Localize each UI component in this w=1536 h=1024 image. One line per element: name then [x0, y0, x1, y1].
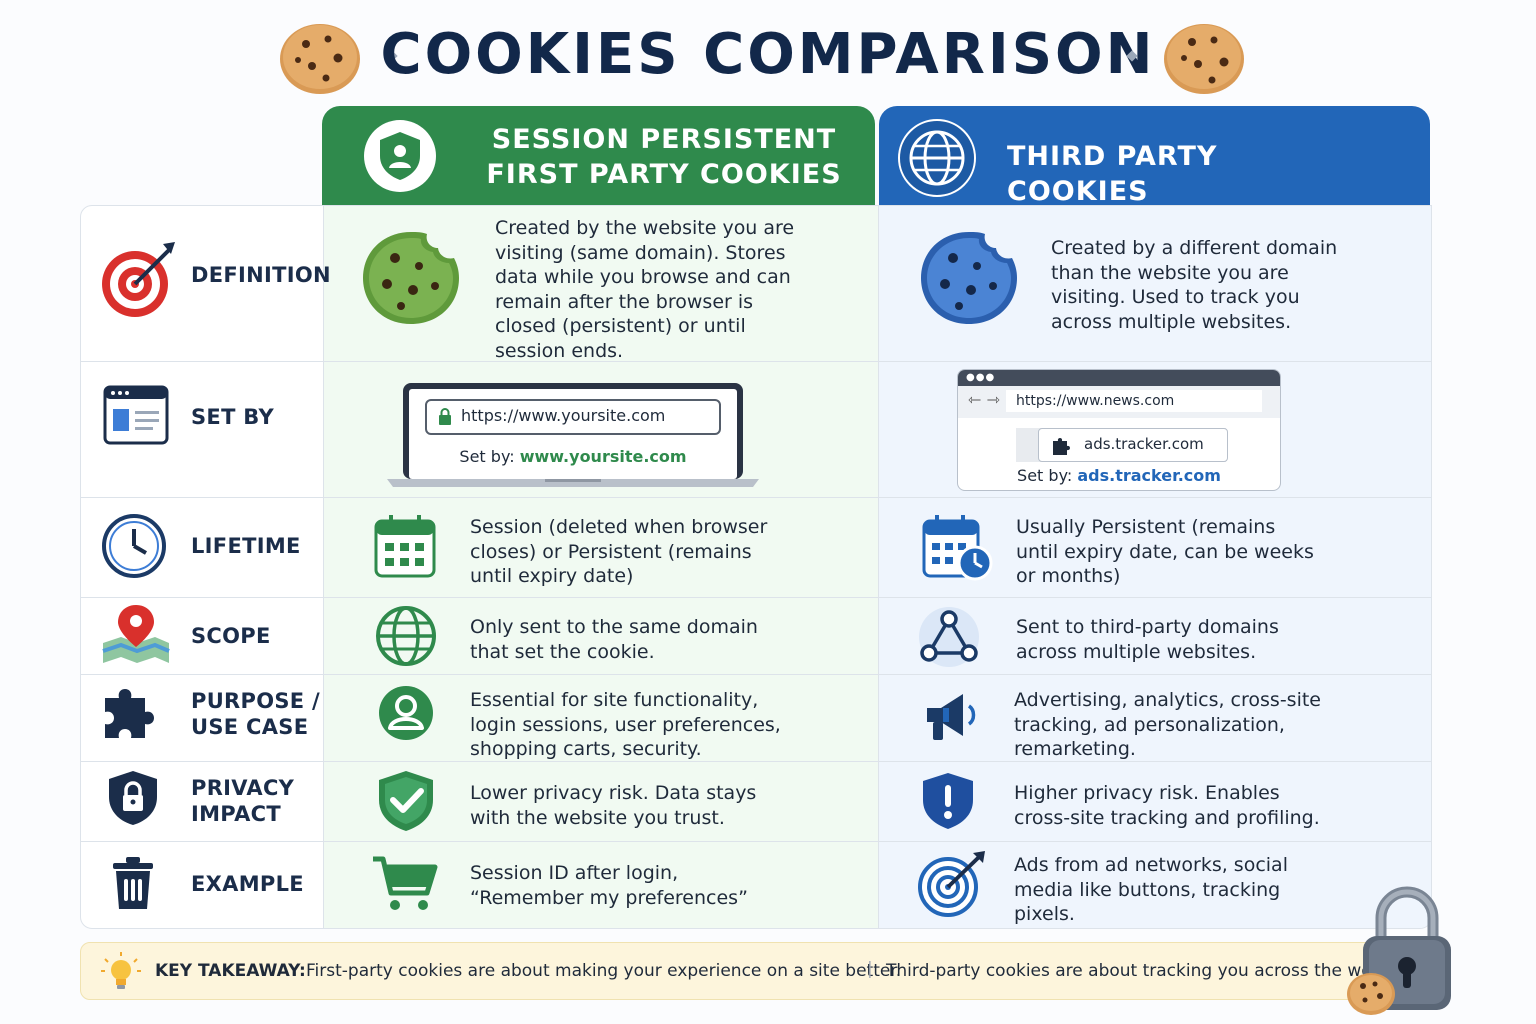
- lock-icon: [439, 408, 451, 425]
- address-url: https://www.news.com: [1006, 390, 1262, 412]
- category-label: SCOPE: [191, 624, 271, 648]
- address-url: https://www.yoursite.com: [461, 406, 666, 425]
- back-forward-icon: ⇽ ⇾: [968, 390, 1000, 409]
- scope-third-party: Sent to third-party domains across multi…: [1016, 616, 1279, 663]
- target-icon: [102, 242, 175, 317]
- window-dots: ●●●: [966, 372, 996, 383]
- table-row-definition: DEFINITION Created by the website you ar…: [81, 206, 1431, 362]
- green-cookie-icon: [363, 232, 459, 324]
- category-label: PRIVACY IMPACT: [191, 776, 295, 826]
- megaphone-icon: [927, 694, 976, 740]
- calendar-clock-icon: [922, 515, 993, 581]
- row-divider: [81, 361, 1431, 362]
- cookie-icon: [280, 24, 360, 94]
- browser-mockup: ●●● ⇽ ⇾ https://www.news.com ads.tracker…: [957, 369, 1281, 491]
- embedded-tracker-frame: [1038, 428, 1228, 462]
- column-title-third-party: THIRD PARTY COOKIES: [1007, 141, 1218, 207]
- lightbulb-icon: [101, 952, 141, 989]
- title-row: COOKIES COMPARISON: [0, 0, 1536, 104]
- shield-user-icon: [364, 120, 436, 192]
- purpose-first-party: Essential for site functionality, login …: [470, 689, 781, 760]
- globe-icon: [376, 606, 436, 666]
- shield-check-icon: [379, 771, 433, 831]
- address-bar: [425, 399, 721, 435]
- category-label: DEFINITION: [191, 263, 331, 287]
- network-icon: [919, 607, 979, 667]
- category-label: PURPOSE / USE CASE: [191, 689, 321, 739]
- puzzle-icon: [105, 689, 154, 738]
- key-takeaway-banner: KEY TAKEAWAY: First-party cookies are ab…: [80, 942, 1432, 1000]
- lifetime-first-party: Session (deleted when browser closes) or…: [470, 516, 768, 587]
- purpose-third-party: Advertising, analytics, cross-site track…: [1014, 689, 1321, 760]
- takeaway-label: KEY TAKEAWAY:: [155, 961, 306, 981]
- padlock-cookie-icon: [1347, 886, 1451, 1015]
- laptop-mockup: https://www.yoursite.com Set by: www.you…: [385, 381, 761, 487]
- set-by-line: Set by: ads.tracker.com: [958, 466, 1280, 485]
- table-row-purpose: PURPOSE / USE CASE Essential for site fu…: [81, 674, 1431, 761]
- example-first-party: Session ID after login, “Remember my pre…: [470, 862, 748, 909]
- comparison-table: DEFINITION Created by the website you ar…: [80, 205, 1432, 929]
- clock-icon: [102, 514, 166, 578]
- column-title-first-party: SESSION PERSISTENT FIRST PARTY COOKIES: [474, 122, 854, 192]
- trash-icon: [113, 857, 153, 909]
- example-third-party: Ads from ad networks, social media like …: [1014, 854, 1288, 925]
- map-pin-icon: [102, 605, 170, 663]
- table-row-example: EXAMPLE Session ID after login, “Remembe…: [81, 841, 1431, 928]
- table-row-privacy-impact: PRIVACY IMPACT Lower privacy risk. Data …: [81, 761, 1431, 841]
- column-title-line: SESSION PERSISTENT FIRST PARTY COOKIES: [486, 124, 842, 190]
- row-divider: [81, 674, 1431, 675]
- row-divider: [81, 761, 1431, 762]
- takeaway-first-party: First-party cookies are about making you…: [306, 961, 902, 981]
- privacy-first-party: Lower privacy risk. Data stays with the …: [470, 782, 757, 829]
- browser-titlebar: [958, 370, 1280, 386]
- table-row-lifetime: LIFETIME Session (deleted when browser c…: [81, 497, 1431, 597]
- table-row-scope: SCOPE Only sent to the same domain that …: [81, 597, 1431, 674]
- cart-icon: [373, 856, 438, 910]
- set-by-label: Set by:: [459, 447, 515, 466]
- browser-window-icon: [103, 385, 169, 445]
- column-header-third-party: THIRD PARTY COOKIES: [879, 106, 1430, 207]
- row-divider: [81, 597, 1431, 598]
- set-by-domain: www.yoursite.com: [519, 447, 687, 466]
- globe-icon: [898, 119, 976, 197]
- blue-cookie-icon: [921, 232, 1017, 324]
- table-row-set-by: SET BY https://www.yoursite.com Set by: …: [81, 361, 1431, 497]
- page-title: COOKIES COMPARISON: [380, 22, 1156, 87]
- shield-lock-icon: [109, 771, 157, 825]
- cookie-icon: [1164, 24, 1244, 94]
- takeaway-third-party: Third-party cookies are about tracking y…: [886, 961, 1388, 981]
- bullseye-icon: [918, 851, 985, 917]
- row-divider: [81, 841, 1431, 842]
- category-label: LIFETIME: [191, 534, 301, 558]
- set-by-domain: ads.tracker.com: [1077, 466, 1221, 485]
- set-by-label: Set by:: [1017, 466, 1073, 485]
- set-by-line: Set by: www.yoursite.com: [385, 447, 761, 466]
- privacy-third-party: Higher privacy risk. Enables cross-site …: [1014, 782, 1320, 829]
- category-label: EXAMPLE: [191, 872, 304, 896]
- shield-alert-icon: [923, 773, 973, 829]
- definition-third-party: Created by a different domain than the w…: [1051, 237, 1338, 333]
- lifetime-third-party: Usually Persistent (remains until expiry…: [1016, 516, 1314, 587]
- calendar-icon: [374, 515, 436, 578]
- embedded-tracker-domain: ads.tracker.com: [1084, 435, 1204, 453]
- user-icon: [379, 686, 433, 740]
- definition-first-party: Created by the website you are visiting …: [495, 217, 795, 362]
- column-header-first-party: SESSION PERSISTENT FIRST PARTY COOKIES: [322, 106, 875, 206]
- row-divider: [81, 497, 1431, 498]
- category-label: SET BY: [191, 405, 274, 429]
- puzzle-icon: [1053, 438, 1070, 455]
- takeaway-separator: |: [867, 959, 873, 979]
- scope-first-party: Only sent to the same domain that set th…: [470, 616, 758, 663]
